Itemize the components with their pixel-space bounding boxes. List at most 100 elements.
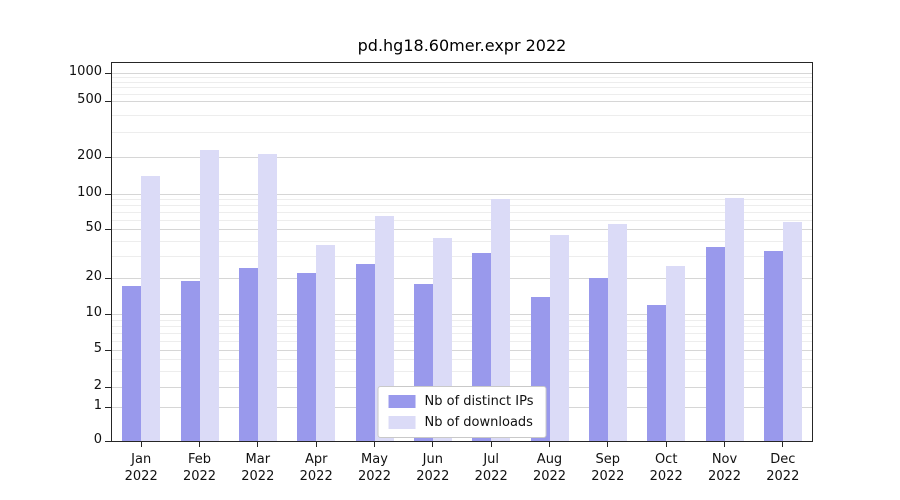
minor-gridline bbox=[112, 332, 812, 334]
x-tick-label: Jan 2022 bbox=[106, 451, 176, 485]
x-tick-year: 2022 bbox=[707, 469, 742, 484]
x-tick-mark bbox=[199, 442, 200, 447]
minor-gridline bbox=[112, 359, 812, 360]
x-tick-label: Dec 2022 bbox=[748, 451, 818, 485]
bar-distinct-ips bbox=[180, 280, 200, 441]
x-tick-month: Oct bbox=[654, 452, 678, 467]
bar-downloads bbox=[549, 234, 569, 441]
x-tick-year: 2022 bbox=[299, 469, 333, 484]
x-tick-month: Mar bbox=[245, 452, 271, 467]
y-tick-mark bbox=[105, 157, 111, 158]
bar-distinct-ips bbox=[588, 278, 608, 441]
x-tick-year: 2022 bbox=[474, 469, 508, 484]
bar-downloads bbox=[724, 198, 744, 441]
x-tick-mark bbox=[257, 442, 259, 447]
minor-gridline bbox=[112, 256, 812, 258]
plot-area bbox=[112, 62, 812, 441]
axis-spine-top bbox=[111, 62, 813, 63]
bar-downloads bbox=[607, 224, 627, 441]
y-tick-label: 100 bbox=[77, 185, 102, 200]
bar-downloads bbox=[374, 215, 394, 441]
minor-gridline bbox=[112, 340, 812, 342]
x-tick-month: May bbox=[361, 452, 388, 467]
bar-distinct-ips bbox=[297, 272, 317, 441]
legend-label-downloads: Nb of downloads bbox=[424, 415, 533, 430]
x-tick-year: 2022 bbox=[182, 469, 217, 484]
bar-downloads bbox=[316, 245, 336, 441]
x-tick-label: Feb 2022 bbox=[165, 451, 235, 485]
y-tick-label: 0 bbox=[93, 432, 102, 447]
legend-item-distinct-ips: Nb of distinct IPs bbox=[388, 394, 534, 409]
y-tick-mark bbox=[105, 387, 111, 388]
x-tick-mark bbox=[374, 442, 375, 447]
x-tick-mark bbox=[490, 442, 492, 447]
minor-gridline bbox=[112, 370, 812, 372]
minor-gridline bbox=[112, 132, 812, 134]
y-tick-mark bbox=[105, 407, 111, 408]
x-tick-month: Jul bbox=[483, 452, 500, 467]
major-gridline bbox=[112, 314, 812, 315]
x-tick-mark bbox=[782, 442, 784, 447]
y-tick-label: 1000 bbox=[68, 64, 102, 79]
bar-downloads bbox=[666, 266, 686, 441]
bar-distinct-ips bbox=[763, 251, 783, 441]
x-tick-label: May 2022 bbox=[340, 451, 410, 485]
bar-distinct-ips bbox=[355, 264, 375, 441]
bar-distinct-ips bbox=[647, 304, 667, 441]
chart-title: pd.hg18.60mer.expr 2022 bbox=[357, 36, 567, 55]
minor-gridline bbox=[112, 77, 812, 79]
x-tick-month: Aug bbox=[536, 452, 563, 467]
bar-downloads bbox=[491, 199, 511, 441]
major-gridline bbox=[112, 229, 812, 230]
x-tick-label: Nov 2022 bbox=[690, 451, 760, 485]
y-tick-label: 2 bbox=[93, 378, 102, 393]
y-tick-label: 50 bbox=[85, 220, 102, 235]
x-tick-mark bbox=[549, 442, 550, 447]
x-tick-year: 2022 bbox=[241, 469, 275, 484]
x-tick-month: Nov bbox=[711, 452, 738, 467]
y-tick-mark bbox=[105, 229, 111, 230]
x-tick-mark bbox=[607, 442, 609, 447]
major-gridline bbox=[112, 278, 812, 279]
x-tick-month: Sep bbox=[595, 452, 621, 467]
x-tick-label: Sep 2022 bbox=[573, 451, 643, 485]
minor-gridline bbox=[112, 219, 812, 221]
legend-swatch-distinct-ips bbox=[388, 395, 416, 408]
x-tick-year: 2022 bbox=[532, 469, 567, 484]
x-tick-mark bbox=[315, 442, 317, 447]
minor-gridline bbox=[112, 325, 812, 327]
x-tick-mark bbox=[665, 442, 667, 447]
x-tick-label: Mar 2022 bbox=[223, 451, 293, 485]
y-tick-label: 5 bbox=[93, 341, 102, 356]
minor-gridline bbox=[112, 82, 812, 83]
x-tick-year: 2022 bbox=[591, 469, 625, 484]
bar-downloads bbox=[257, 154, 277, 441]
major-gridline bbox=[112, 350, 812, 351]
y-tick-label: 500 bbox=[77, 92, 102, 107]
y-tick-label: 20 bbox=[85, 269, 102, 284]
minor-gridline bbox=[112, 199, 812, 201]
x-tick-mark bbox=[140, 442, 142, 447]
bar-downloads bbox=[782, 222, 802, 441]
y-tick-label: 10 bbox=[85, 305, 102, 320]
x-tick-year: 2022 bbox=[124, 469, 158, 484]
minor-gridline bbox=[112, 93, 812, 95]
major-gridline bbox=[112, 73, 812, 74]
bar-downloads bbox=[141, 176, 161, 441]
y-tick-mark bbox=[105, 350, 111, 351]
x-tick-mark bbox=[432, 442, 434, 447]
x-tick-month: Feb bbox=[187, 452, 212, 467]
x-tick-month: Jun bbox=[422, 452, 443, 467]
y-tick-mark bbox=[105, 441, 111, 442]
x-tick-label: Jul 2022 bbox=[456, 451, 526, 485]
minor-gridline bbox=[112, 240, 812, 242]
minor-gridline bbox=[112, 212, 812, 213]
x-tick-year: 2022 bbox=[766, 469, 800, 484]
bar-distinct-ips bbox=[705, 246, 725, 441]
legend-item-downloads: Nb of downloads bbox=[388, 415, 534, 430]
y-tick-label: 200 bbox=[77, 148, 102, 163]
x-tick-label: Oct 2022 bbox=[631, 451, 701, 485]
legend-label-distinct-ips: Nb of distinct IPs bbox=[424, 394, 534, 409]
bar-distinct-ips bbox=[122, 286, 142, 441]
